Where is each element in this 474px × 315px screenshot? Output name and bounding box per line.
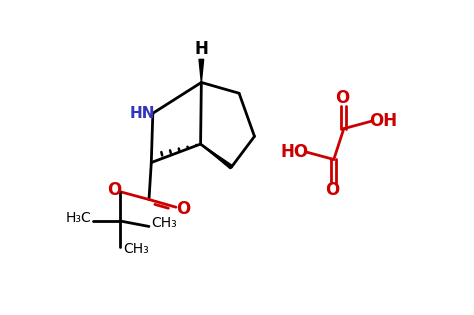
Polygon shape [201,144,233,169]
Text: H: H [194,40,208,58]
Text: O: O [107,181,121,199]
Text: CH₃: CH₃ [152,216,177,230]
Text: O: O [325,181,339,199]
Text: H₃C: H₃C [65,211,91,225]
Text: O: O [176,200,191,218]
Polygon shape [199,59,204,83]
Text: CH₃: CH₃ [123,242,149,256]
Text: OH: OH [369,112,397,130]
Text: HO: HO [281,143,309,161]
Text: O: O [335,89,349,107]
Text: HN: HN [129,106,155,121]
